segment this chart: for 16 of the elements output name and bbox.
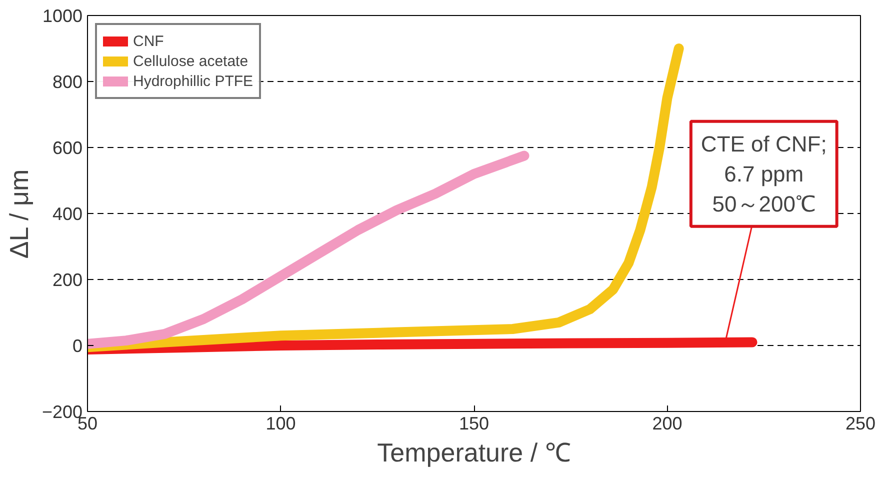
annotation: CTE of CNF; 6.7 ppm 50～200℃	[700, 131, 827, 216]
y-axis-title: ΔL / μm	[4, 169, 34, 259]
x-tick-label: 250	[845, 414, 876, 434]
x-tick-label: 100	[266, 414, 296, 434]
legend-label: CNF	[133, 32, 164, 50]
y-tick-label: 800	[52, 72, 83, 92]
y-tick-label: 400	[52, 204, 83, 224]
y-tick-label: 0	[72, 336, 83, 356]
legend-label: Hydrophillic PTFE	[133, 72, 254, 90]
y-tick-label: 600	[52, 138, 83, 158]
y-tick-label: 200	[52, 270, 83, 290]
x-tick-label: 200	[652, 414, 682, 434]
legend-label: Cellulose acetate	[133, 52, 248, 70]
x-axis-title: Temperature / ℃	[377, 438, 571, 468]
x-tick-label: 150	[458, 414, 490, 434]
y-tick-label: 1000	[42, 6, 83, 26]
